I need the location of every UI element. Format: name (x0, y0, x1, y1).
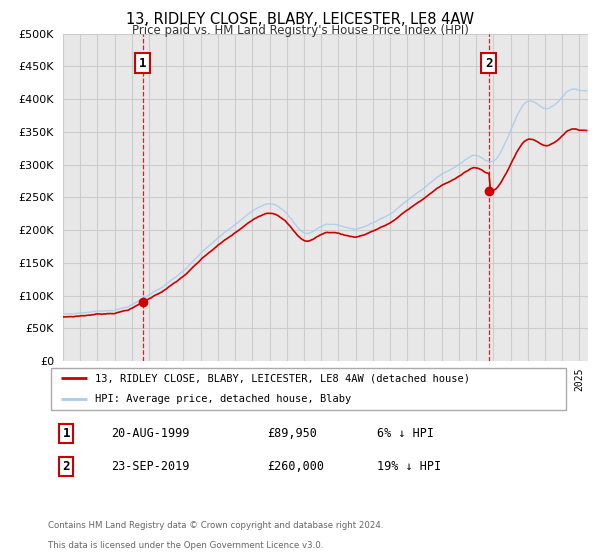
Text: 13, RIDLEY CLOSE, BLABY, LEICESTER, LE8 4AW: 13, RIDLEY CLOSE, BLABY, LEICESTER, LE8 … (126, 12, 474, 27)
Text: 20-AUG-1999: 20-AUG-1999 (110, 427, 189, 440)
Text: Contains HM Land Registry data © Crown copyright and database right 2024.: Contains HM Land Registry data © Crown c… (48, 521, 383, 530)
Text: HPI: Average price, detached house, Blaby: HPI: Average price, detached house, Blab… (95, 394, 351, 404)
Text: This data is licensed under the Open Government Licence v3.0.: This data is licensed under the Open Gov… (48, 541, 323, 550)
FancyBboxPatch shape (50, 367, 566, 410)
Text: Price paid vs. HM Land Registry's House Price Index (HPI): Price paid vs. HM Land Registry's House … (131, 24, 469, 36)
Text: 19% ↓ HPI: 19% ↓ HPI (377, 460, 441, 473)
Text: 6% ↓ HPI: 6% ↓ HPI (377, 427, 434, 440)
Text: 2: 2 (62, 460, 70, 473)
Text: 13, RIDLEY CLOSE, BLABY, LEICESTER, LE8 4AW (detached house): 13, RIDLEY CLOSE, BLABY, LEICESTER, LE8 … (95, 373, 470, 383)
Text: 23-SEP-2019: 23-SEP-2019 (110, 460, 189, 473)
Text: 1: 1 (62, 427, 70, 440)
Text: 1: 1 (139, 57, 146, 69)
Text: £260,000: £260,000 (267, 460, 324, 473)
Text: 2: 2 (485, 57, 493, 69)
Text: £89,950: £89,950 (267, 427, 317, 440)
